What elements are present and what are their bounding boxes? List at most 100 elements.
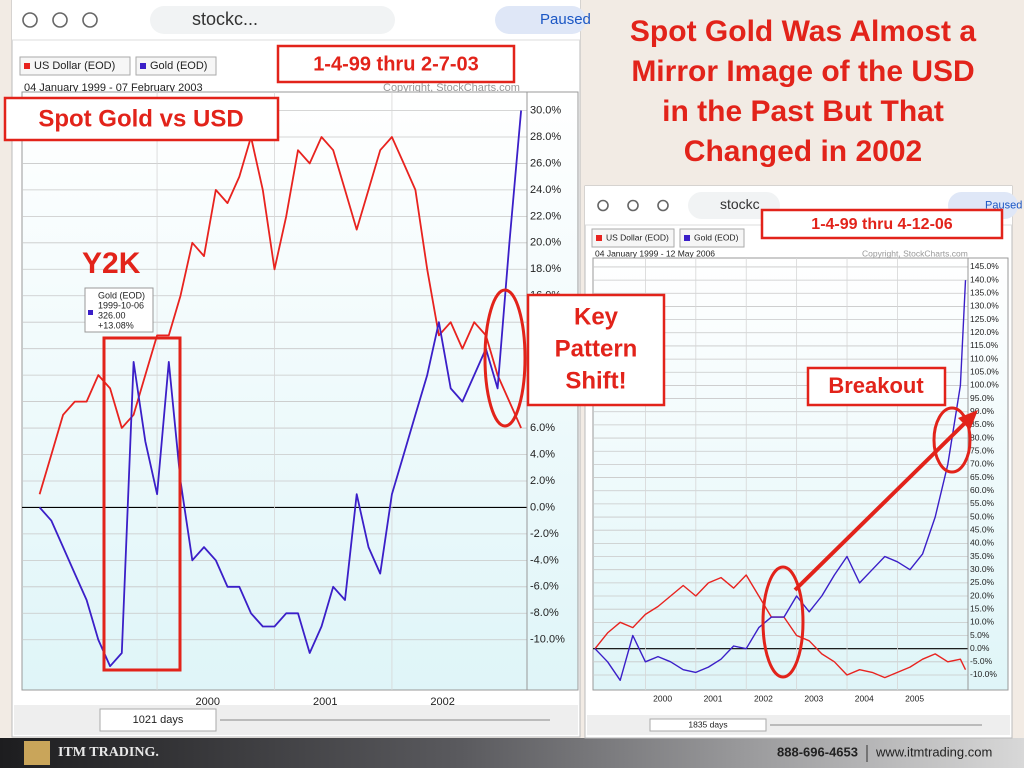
browser-icon — [22, 12, 38, 28]
x-tick-label: 2002 — [430, 696, 454, 708]
y-tick-label: 20.0% — [970, 590, 995, 600]
highlight-ellipse — [932, 406, 972, 474]
y-tick-label: 90.0% — [970, 406, 995, 416]
y-tick-label: -4.0% — [530, 554, 559, 566]
legend-box — [679, 228, 745, 248]
y-tick-label: -6.0% — [530, 581, 559, 593]
trend-arrowhead — [958, 410, 978, 430]
legend-label: Gold (EOD) — [694, 232, 739, 242]
annotation: Breakout — [828, 373, 924, 398]
y-tick-label: 2.0% — [530, 475, 555, 487]
trend-arrow — [793, 418, 970, 592]
footer-bar — [0, 738, 1024, 768]
legend-swatch — [684, 235, 690, 241]
paused-status: Paused — [985, 199, 1022, 211]
annotation: Pattern — [555, 335, 638, 362]
y-tick-label: 95.0% — [970, 393, 995, 403]
y-tick-label: 140.0% — [970, 274, 999, 284]
y-tick-label: 40.0% — [970, 538, 995, 548]
y-tick-label: 22.0% — [530, 210, 561, 222]
legend-label: US Dollar (EOD) — [606, 232, 669, 242]
chart-title: Spot Gold vs USD — [38, 105, 243, 132]
annotation: Key — [574, 303, 619, 330]
footer-logo: ITM TRADING. — [58, 745, 159, 760]
browser-icon — [82, 12, 98, 28]
x-tick-label: 2005 — [905, 693, 924, 703]
tooltip-box — [84, 287, 154, 333]
y-tick-label: 6.0% — [530, 422, 555, 434]
address-text: stockc — [720, 196, 760, 212]
y-tick-label: 4.0% — [530, 448, 555, 460]
plot-area — [21, 91, 579, 691]
y-tick-label: -10.0% — [530, 634, 565, 646]
address-field — [688, 192, 780, 219]
paused-status: Paused — [540, 11, 591, 28]
y-tick-label: 18.0% — [530, 263, 561, 275]
logo-mark — [24, 741, 50, 765]
legend-label: US Dollar (EOD) — [34, 60, 115, 72]
range-box — [99, 708, 217, 732]
legend-label: Gold (EOD) — [150, 60, 207, 72]
chart-caption: 04 January 1999 - 07 February 2003 — [24, 82, 203, 94]
y-tick-label: 55.0% — [970, 498, 995, 508]
range-label: 1021 days — [133, 714, 184, 726]
y-tick-label: 125.0% — [970, 314, 999, 324]
y-tick-label: 20.0% — [530, 237, 561, 249]
legend-box — [135, 56, 217, 76]
tooltip-swatch — [88, 310, 93, 315]
y-tick-label: 25.0% — [970, 577, 995, 587]
y-tick-label: 115.0% — [970, 340, 999, 350]
date-range: 1-4-99 thru 4-12-06 — [811, 216, 952, 233]
y-tick-label: 130.0% — [970, 301, 999, 311]
annotation-box — [526, 293, 666, 407]
headline: Spot Gold Was Almost a — [630, 15, 976, 48]
series-line — [594, 280, 967, 681]
x-tick-label: 2001 — [704, 693, 723, 703]
headline: in the Past But That — [662, 95, 944, 128]
annotation-box — [806, 366, 947, 407]
series-line — [38, 110, 522, 668]
y-tick-label: -10.0% — [970, 669, 997, 679]
y-tick-label: 0.0% — [530, 501, 555, 513]
profile-pill — [495, 6, 586, 34]
y-tick-label: 80.0% — [970, 432, 995, 442]
browser-icon — [657, 199, 669, 212]
legend-swatch — [24, 63, 30, 69]
date-range: 1-4-99 thru 2-7-03 — [313, 53, 479, 75]
y-tick-label: 85.0% — [970, 419, 995, 429]
tooltip-text: +13.08% — [98, 320, 134, 330]
date-range-box — [276, 44, 516, 84]
copyright: Copyright, StockCharts.com — [862, 248, 968, 258]
range-box — [649, 718, 767, 732]
browser-icon — [52, 12, 68, 28]
y-tick-label: 145.0% — [970, 261, 999, 271]
y-tick-label: 35.0% — [970, 551, 995, 561]
y-tick-label: 60.0% — [970, 485, 995, 495]
tooltip-text: Gold (EOD) — [98, 290, 145, 300]
y-tick-label: 45.0% — [970, 524, 995, 534]
y-tick-label: 10.0% — [970, 617, 995, 627]
y-tick-label: 28.0% — [530, 131, 561, 143]
footer-website: www.itmtrading.com — [875, 744, 992, 759]
headline: Changed in 2002 — [684, 135, 922, 168]
x-tick-label: 2002 — [754, 693, 773, 703]
y-tick-label: 30.0% — [530, 104, 561, 116]
y-tick-label: 100.0% — [970, 380, 999, 390]
y-tick-label: 15.0% — [970, 603, 995, 613]
legend-swatch — [596, 235, 602, 241]
copyright: Copyright, StockCharts.com — [383, 82, 520, 94]
legend-box — [19, 56, 131, 76]
y-tick-label: 0.0% — [970, 643, 990, 653]
y-tick-label: -2.0% — [530, 528, 559, 540]
highlight-box — [102, 336, 182, 672]
x-tick-label: 2000 — [196, 696, 220, 708]
chart-caption: 04 January 1999 - 12 May 2006 — [595, 248, 715, 258]
legend-box — [591, 228, 675, 248]
y-tick-label: 75.0% — [970, 445, 995, 455]
y-tick-label: 50.0% — [970, 511, 995, 521]
y-tick-label: 30.0% — [970, 564, 995, 574]
x-tick-label: 2003 — [804, 693, 823, 703]
x-tick-label: 2004 — [855, 693, 874, 703]
annotation: Shift! — [565, 367, 626, 394]
